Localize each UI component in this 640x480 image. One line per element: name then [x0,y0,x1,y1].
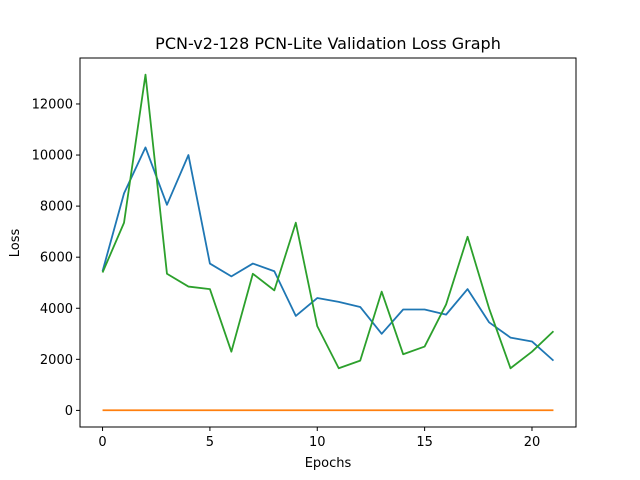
y-tick-label: 8000 [40,200,73,215]
x-tick-label: 0 [98,435,106,450]
x-tick-label: 5 [206,435,214,450]
series-line-3 [101,73,555,370]
y-tick-label: 0 [65,404,73,419]
y-tick-label: 4000 [40,302,73,317]
x-tick-label: 15 [416,435,433,450]
y-tick-label: 10000 [32,149,73,164]
y-tick-label: 6000 [40,251,73,266]
x-axis-label: Epochs [305,456,352,471]
chart-title: PCN-v2-128 PCN-Lite Validation Loss Grap… [155,34,501,53]
plot-lines [101,73,555,412]
y-axis: 0 2000 4000 6000 8000 10000 12000 [32,97,80,419]
series-line-1 [101,146,555,362]
x-tick-label: 10 [309,435,326,450]
y-tick-label: 12000 [32,97,73,112]
x-tick-label: 20 [524,435,541,450]
y-axis-label: Loss [8,229,23,258]
y-tick-label: 2000 [40,353,73,368]
x-axis: 0 5 10 15 20 [98,427,540,450]
plot-frame [79,57,577,428]
